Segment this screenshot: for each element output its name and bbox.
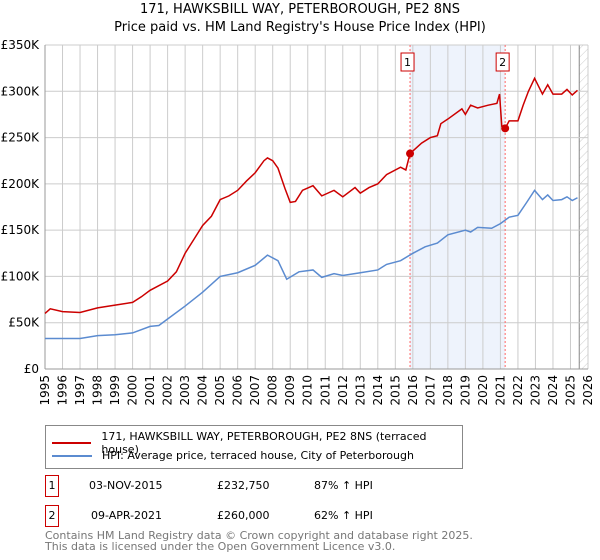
- sale-point: [501, 124, 510, 133]
- legend-red-line: [52, 442, 92, 444]
- y-tick-label: £200K: [1, 177, 41, 191]
- sale-point: [406, 149, 415, 158]
- forecast-hatch: [579, 45, 588, 369]
- footer: Contains HM Land Registry data © Crown c…: [45, 530, 473, 552]
- y-tick-label: £250K: [1, 131, 41, 145]
- x-tick-label: 2006: [231, 375, 245, 406]
- x-tick-label: 2021: [493, 375, 507, 406]
- sale-label-box: [495, 52, 510, 72]
- x-tick-label: 2002: [161, 375, 175, 406]
- transaction-hpi: 87% ↑ HPI: [314, 479, 373, 492]
- transaction-date: 09-APR-2021: [91, 509, 163, 522]
- transaction-row: 2 09-APR-2021 £260,000 62% ↑ HPI: [45, 505, 545, 527]
- price-chart: £0 £50K £100K £150K £200K £250K £300K £350K 1995…: [1, 38, 595, 406]
- x-tick-label: 2012: [336, 375, 350, 406]
- x-tick-label: 2019: [458, 375, 472, 406]
- x-tick-label: 2007: [248, 375, 262, 406]
- footer-line: This data is licensed under the Open Gov…: [45, 540, 396, 553]
- x-tick-label: 2004: [196, 375, 210, 406]
- x-tick-label: 2000: [126, 375, 140, 406]
- sale-period-shading: [410, 45, 506, 369]
- x-tick-label: 2023: [528, 375, 542, 406]
- x-tick-label: 2001: [143, 375, 157, 406]
- y-tick-label: £0: [24, 362, 39, 376]
- x-tick-label: 2011: [318, 375, 332, 406]
- y-tick-label: £350K: [1, 38, 41, 52]
- x-tick-label: 2003: [178, 375, 192, 406]
- sale-label-box: [400, 52, 415, 72]
- x-tick-label: 2025: [563, 375, 577, 406]
- x-tick-label: 1996: [56, 375, 70, 406]
- transaction-price: £260,000: [217, 509, 270, 522]
- transaction-row: 1 03-NOV-2015 £232,750 87% ↑ HPI: [45, 475, 545, 497]
- x-tick-label: 2010: [301, 375, 315, 406]
- transaction-date: 03-NOV-2015: [89, 479, 163, 492]
- x-tick-label: 1999: [108, 375, 122, 406]
- x-tick-label: 2018: [441, 375, 455, 406]
- legend-blue-line: [52, 454, 92, 457]
- x-tick-label: 2017: [423, 375, 437, 406]
- sale-label: 1: [404, 56, 411, 69]
- y-tick-label: £300K: [1, 84, 41, 98]
- legend: 171, HAWKSBILL WAY, PETERBOROUGH, PE2 8N…: [45, 425, 463, 469]
- sale-label: 2: [499, 56, 506, 69]
- x-tick-label: 2022: [511, 375, 525, 406]
- x-tick-label: 1997: [73, 375, 87, 406]
- transaction-badge: 1: [45, 475, 59, 497]
- x-tick-label: 2008: [266, 375, 280, 406]
- transaction-hpi: 62% ↑ HPI: [314, 509, 373, 522]
- x-tick-label: 2016: [406, 375, 420, 406]
- series-line-property: [44, 76, 578, 315]
- y-tick-label: £150K: [1, 223, 41, 237]
- transaction-price: £232,750: [217, 479, 270, 492]
- x-tick-label: 2026: [581, 375, 595, 406]
- x-tick-label: 2013: [353, 375, 367, 406]
- footer-line: Contains HM Land Registry data © Crown c…: [45, 529, 473, 542]
- x-tick-label: 2024: [546, 375, 560, 406]
- chart-title: 171, HAWKSBILL WAY, PETERBOROUGH, PE2 8N…: [139, 2, 461, 17]
- x-tick-label: 2020: [476, 375, 490, 406]
- series-line-hpi: [45, 189, 578, 340]
- chart-subtitle: Price paid vs. HM Land Registry's House …: [114, 20, 486, 35]
- transaction-badge: 2: [45, 505, 59, 527]
- x-tick-label: 2005: [213, 375, 227, 406]
- x-tick-label: 2014: [371, 375, 385, 406]
- x-tick-label: 2009: [283, 375, 297, 406]
- x-tick-label: 1998: [91, 375, 105, 406]
- legend-hpi: HPI: Average price, terraced house, City…: [102, 449, 414, 462]
- legend-property: 171, HAWKSBILL WAY, PETERBOROUGH, PE2 8N…: [101, 430, 427, 456]
- y-tick-label: £50K: [8, 316, 40, 330]
- x-tick-label: 2015: [388, 375, 402, 406]
- y-tick-label: £100K: [1, 269, 41, 283]
- x-tick-label: 1995: [38, 375, 52, 406]
